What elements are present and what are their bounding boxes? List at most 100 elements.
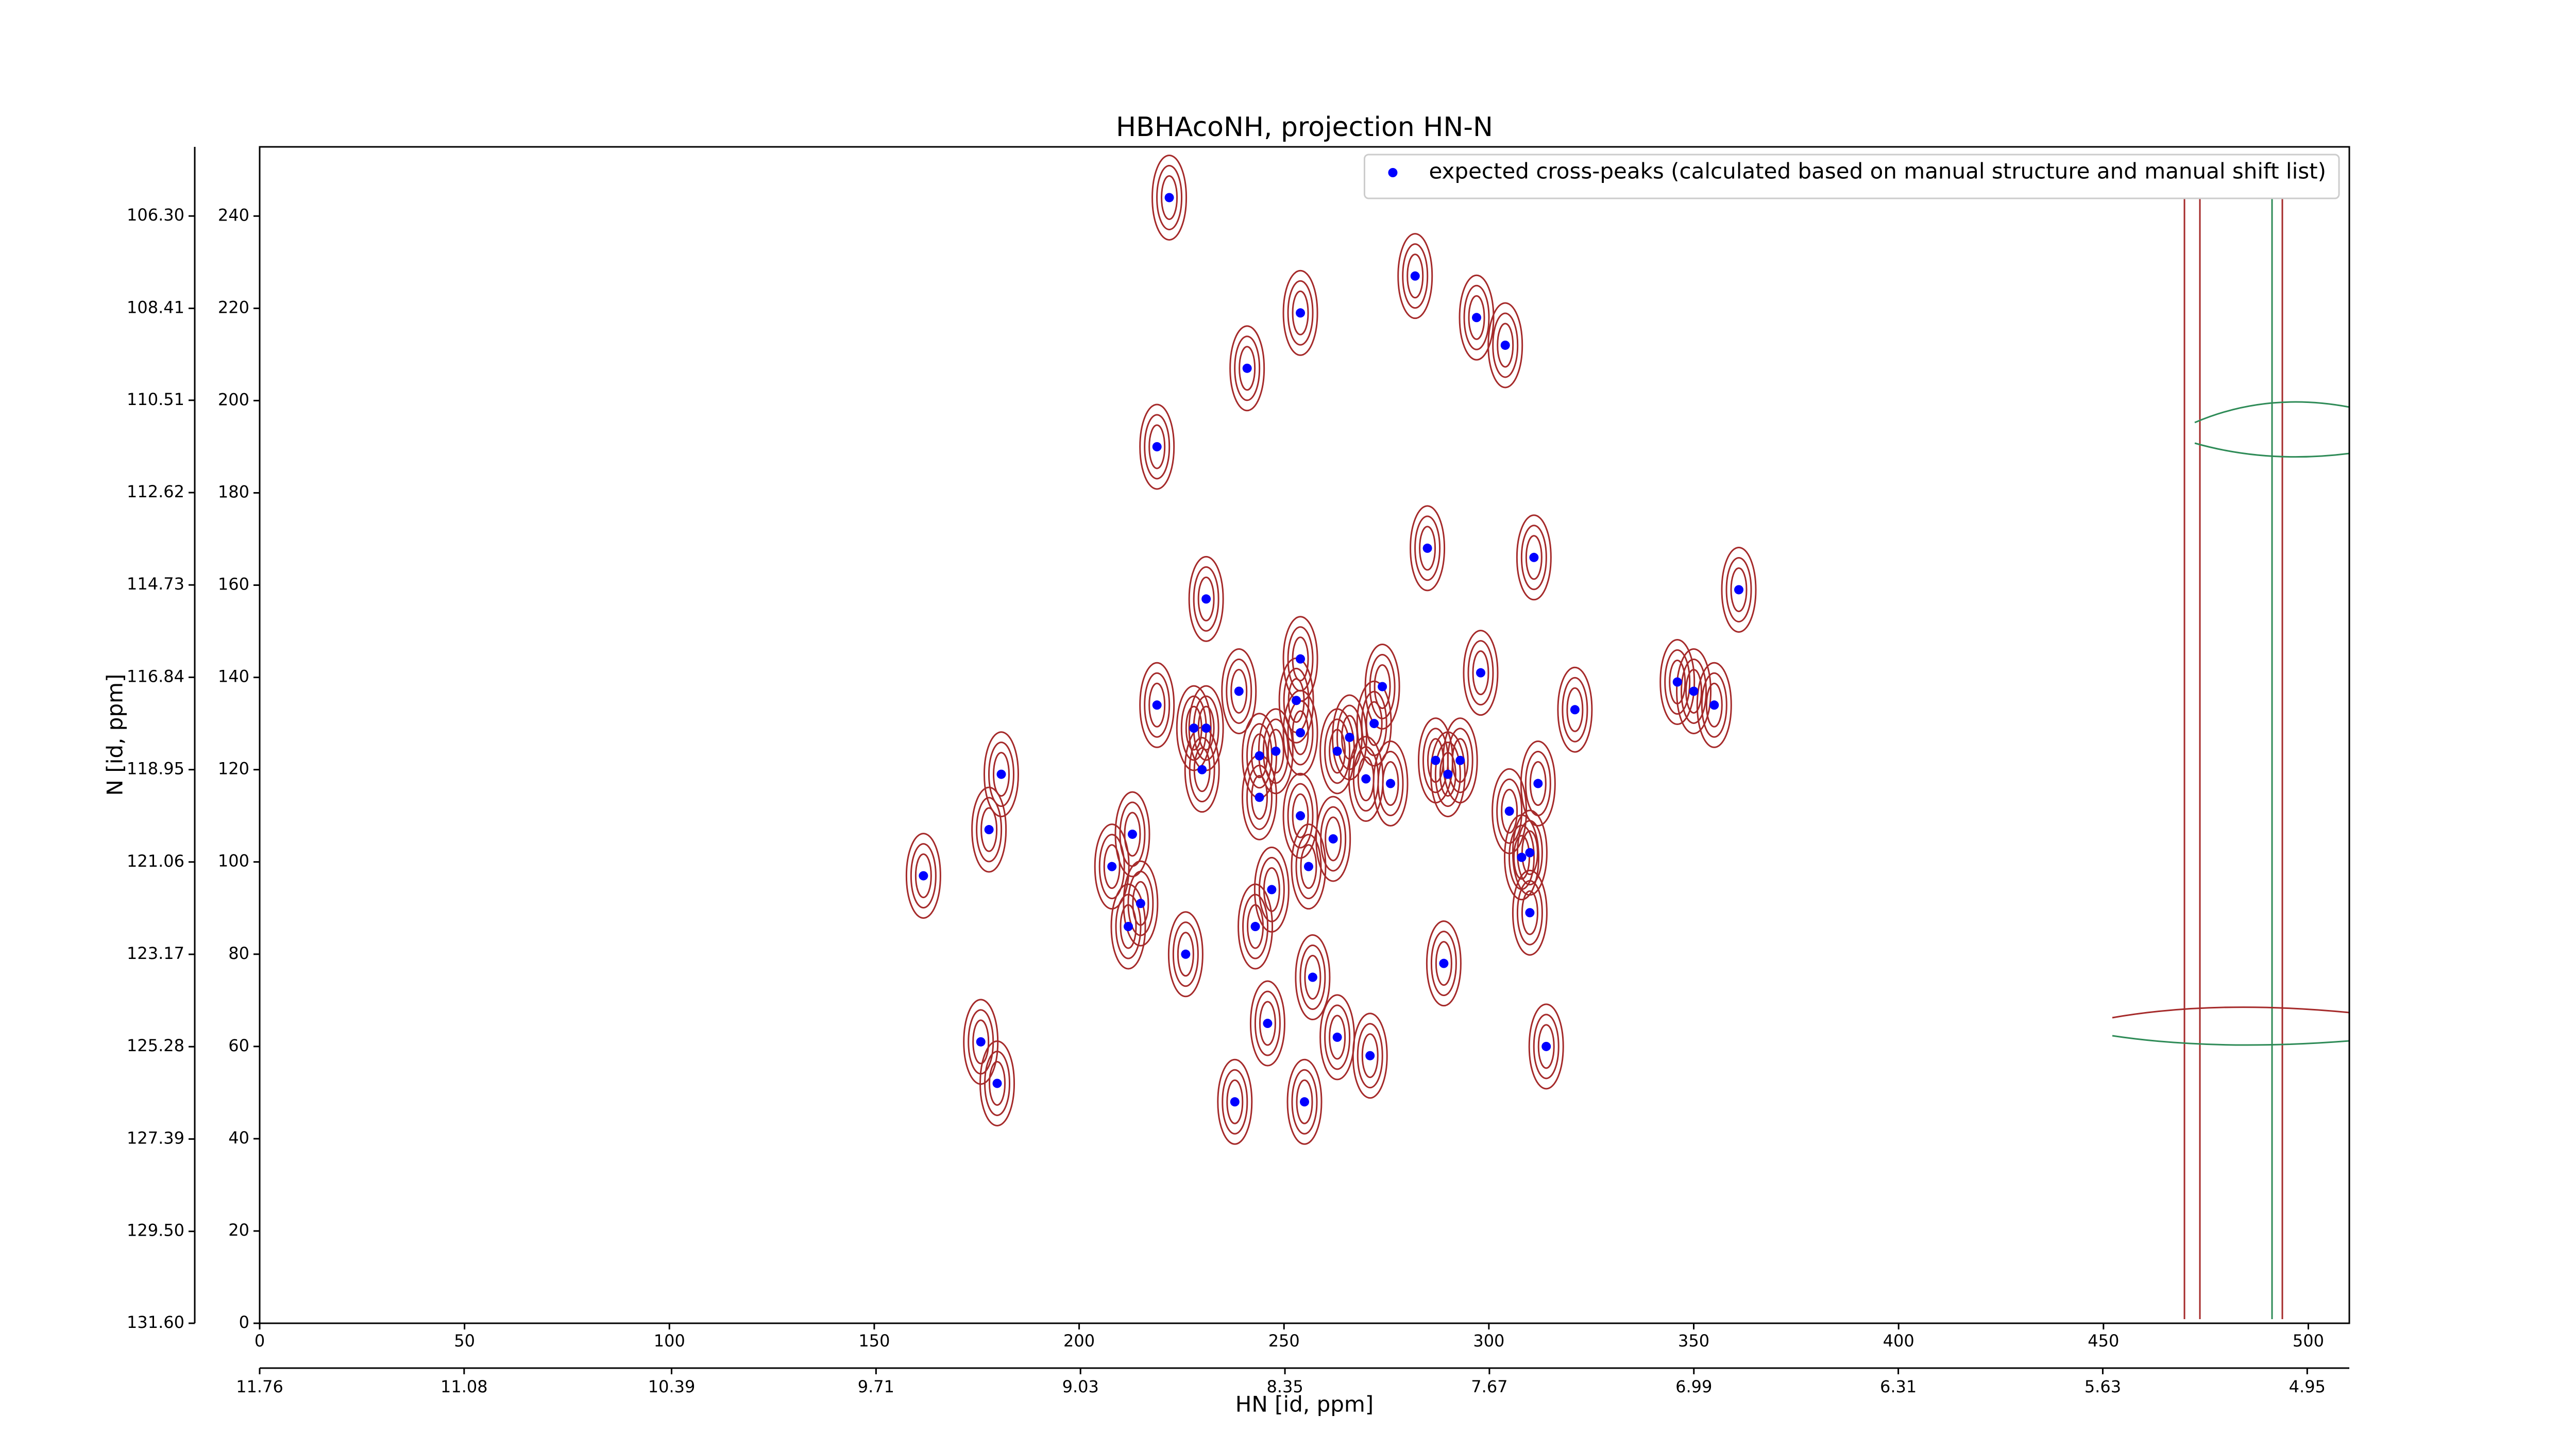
x-tick-label: 500 xyxy=(2293,1331,2324,1351)
contour xyxy=(984,1050,1011,1116)
contour xyxy=(1705,682,1723,728)
y-tick-label: 180 xyxy=(218,482,249,501)
peak-marker xyxy=(1263,1019,1273,1029)
peak-group xyxy=(905,154,1757,1145)
peak-marker xyxy=(984,825,994,835)
peak-marker xyxy=(1296,728,1306,738)
plot-frame xyxy=(259,146,2350,1324)
legend-box xyxy=(1363,154,2340,199)
peak-marker xyxy=(1345,732,1354,742)
peak-marker xyxy=(1201,594,1211,604)
contour xyxy=(1229,325,1265,412)
contour xyxy=(1267,729,1284,774)
contour xyxy=(1296,1079,1313,1124)
y2-tick-label: 125.28 xyxy=(127,1036,184,1055)
contour xyxy=(1566,687,1584,732)
y2-tick-label: 108.41 xyxy=(127,297,184,317)
contour xyxy=(1115,894,1142,959)
contour xyxy=(1292,710,1309,755)
y2-tick-label: 129.50 xyxy=(127,1221,184,1240)
contour xyxy=(1496,778,1523,844)
contour xyxy=(1430,731,1466,818)
contour xyxy=(1139,662,1175,748)
contour xyxy=(1286,1058,1323,1145)
peak-marker xyxy=(1455,755,1465,765)
contour xyxy=(1676,648,1712,734)
contour xyxy=(1406,254,1424,299)
peak-marker xyxy=(1230,1097,1240,1107)
contour xyxy=(1520,525,1547,591)
y-tick-label: 40 xyxy=(228,1128,249,1148)
x2-tick-label: 4.95 xyxy=(2289,1377,2326,1396)
peak-marker xyxy=(1689,686,1699,696)
contour xyxy=(1282,269,1318,356)
peak-marker xyxy=(1422,543,1432,553)
contour xyxy=(1725,557,1752,622)
contour xyxy=(1528,1003,1564,1090)
contour xyxy=(1151,154,1188,241)
peak-marker xyxy=(1300,1097,1309,1107)
contour xyxy=(1434,742,1461,807)
peak-marker xyxy=(1124,922,1133,932)
contour xyxy=(1410,505,1446,592)
y-tick-label: 140 xyxy=(218,667,249,686)
contour xyxy=(1295,834,1322,900)
contour xyxy=(1242,894,1269,959)
x2-tick-label: 7.67 xyxy=(1471,1377,1507,1396)
contour xyxy=(1238,883,1274,970)
x2-tick-label: 10.39 xyxy=(648,1377,696,1396)
y2-tick-label: 131.60 xyxy=(127,1312,184,1332)
peak-marker xyxy=(1181,949,1191,959)
contour xyxy=(1098,834,1125,900)
y-tick-label: 240 xyxy=(218,205,249,225)
contour xyxy=(1435,941,1452,986)
contour xyxy=(1324,1004,1351,1070)
x2-tick-label: 6.31 xyxy=(1880,1377,1917,1396)
contour xyxy=(1123,860,1159,947)
peak-marker xyxy=(1570,705,1580,715)
contour xyxy=(1249,980,1285,1067)
contour xyxy=(1114,791,1150,878)
contour xyxy=(905,833,941,919)
contour xyxy=(1167,911,1204,998)
legend-marker xyxy=(1388,168,1398,177)
contour xyxy=(1419,526,1436,571)
contour xyxy=(1254,990,1281,1056)
peak-marker xyxy=(1303,862,1313,871)
peak-marker xyxy=(1164,193,1174,203)
contour xyxy=(1537,1024,1555,1069)
x-tick-label: 100 xyxy=(654,1331,685,1351)
x-tick-label: 0 xyxy=(255,1331,265,1351)
contour xyxy=(1315,796,1351,882)
y2-tick-label: 106.30 xyxy=(127,205,184,225)
y-axis-label: N [id, ppm] xyxy=(103,674,128,796)
contour xyxy=(1659,639,1696,726)
contour xyxy=(1239,346,1256,391)
contour xyxy=(1144,672,1171,738)
contour xyxy=(1352,1013,1388,1099)
contour xyxy=(1463,284,1490,350)
contour xyxy=(1372,740,1409,827)
x2-tick-label: 9.71 xyxy=(858,1377,894,1396)
contour xyxy=(1426,920,1462,1007)
contour xyxy=(1397,233,1433,319)
peak-marker xyxy=(1267,885,1277,895)
contour xyxy=(1696,662,1732,748)
contour xyxy=(1463,630,1499,716)
contour xyxy=(1516,880,1543,946)
background-artifacts xyxy=(2112,155,2350,1319)
x-tick-label: 350 xyxy=(1678,1331,1709,1351)
contour xyxy=(1382,761,1399,806)
contour xyxy=(1501,788,1518,834)
contour xyxy=(1468,295,1485,340)
y2-tick-label: 110.51 xyxy=(127,390,184,409)
peak-marker xyxy=(1332,1032,1342,1042)
contour xyxy=(914,853,932,899)
contour xyxy=(1222,1069,1248,1135)
x-tick-label: 400 xyxy=(1883,1331,1914,1351)
contour xyxy=(1487,302,1523,389)
contour xyxy=(1230,668,1248,714)
contour xyxy=(1467,640,1494,706)
